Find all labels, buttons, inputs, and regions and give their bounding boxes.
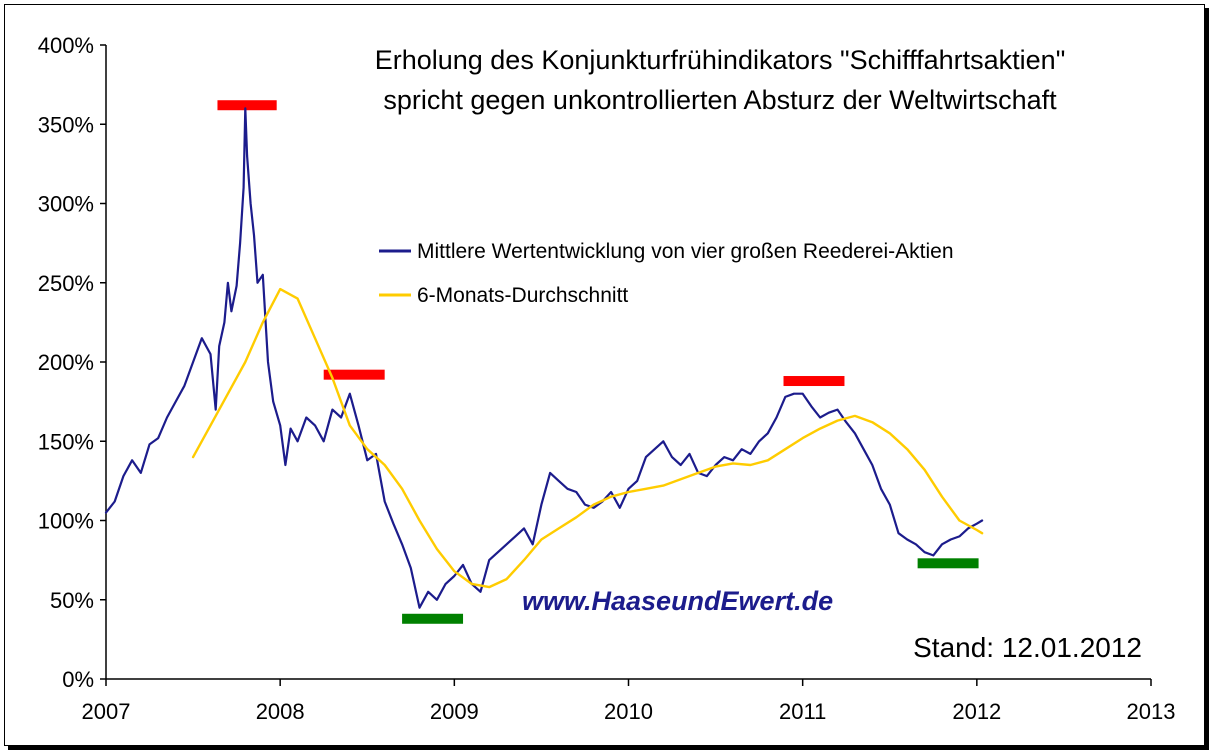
x-tick-label: 2007 bbox=[82, 699, 131, 724]
x-tick-label: 2012 bbox=[952, 699, 1001, 724]
axis-ticks: 0% 50% 100% 150% 200% 250% 300% 350% 400% 2007 200… bbox=[38, 33, 1176, 724]
x-tick-label: 2009 bbox=[430, 699, 479, 724]
x-tick-label: 2008 bbox=[256, 699, 305, 724]
y-tick-label: 0% bbox=[62, 667, 94, 692]
y-tick-label: 250% bbox=[38, 271, 94, 296]
x-tick-label: 2010 bbox=[604, 699, 653, 724]
chart-title-line-2: spricht gegen unkontrollierten Absturz d… bbox=[383, 85, 1057, 115]
chart-title-line-1: Erholung des Konjunkturfrühindikators "S… bbox=[375, 45, 1066, 75]
series-layer bbox=[104, 107, 984, 609]
legend: Mittlere Wertentwicklung von vier großen… bbox=[379, 240, 954, 307]
website-url: www.HaaseundEwert.de bbox=[522, 586, 833, 616]
trough-marker-green bbox=[917, 558, 979, 569]
y-tick-label: 150% bbox=[38, 429, 94, 454]
line-chart: 0% 50% 100% 150% 200% 250% 300% 350% 400% 2007 200… bbox=[38, 33, 1176, 724]
peak-marker-red bbox=[783, 376, 845, 387]
average-series-line bbox=[191, 287, 984, 589]
main-series-line bbox=[104, 107, 984, 609]
chart-frame: 0% 50% 100% 150% 200% 250% 300% 350% 400% 2007 200… bbox=[4, 4, 1205, 746]
legend-label-average: 6-Monats-Durchschnitt bbox=[417, 284, 628, 307]
y-tick-label: 50% bbox=[50, 588, 94, 613]
y-tick-label: 200% bbox=[38, 350, 94, 375]
y-tick-label: 100% bbox=[38, 509, 94, 534]
x-tick-label: 2011 bbox=[779, 699, 826, 724]
legend-label-main: Mittlere Wertentwicklung von vier großen… bbox=[417, 240, 954, 263]
peak-marker-red bbox=[323, 369, 385, 380]
x-tick-label: 2013 bbox=[1127, 699, 1176, 724]
peak-marker-red bbox=[217, 100, 277, 111]
y-tick-label: 350% bbox=[38, 112, 94, 137]
y-tick-label: 300% bbox=[38, 192, 94, 217]
chart-title: Erholung des Konjunkturfrühindikators "S… bbox=[375, 45, 1066, 115]
trough-marker-green bbox=[402, 613, 464, 624]
y-tick-label: 400% bbox=[38, 33, 94, 58]
annotation-markers bbox=[217, 100, 979, 624]
stand-date: Stand: 12.01.2012 bbox=[913, 632, 1142, 663]
